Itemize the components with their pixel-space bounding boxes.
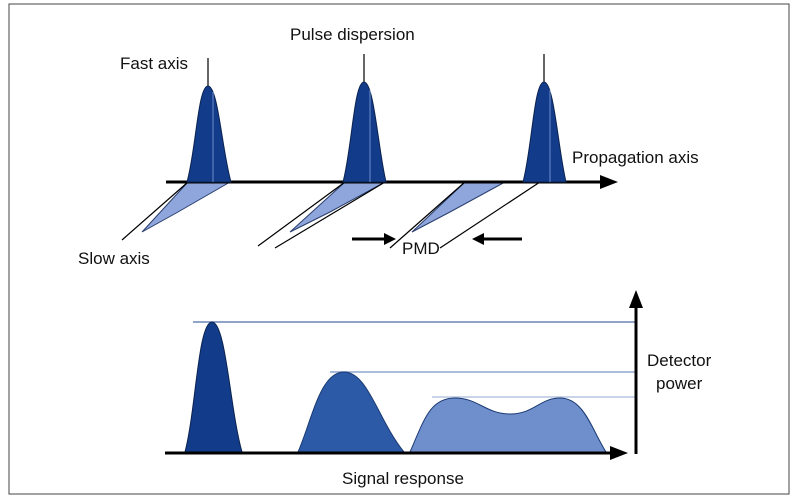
slow-axis-label: Slow axis (78, 249, 150, 268)
pmd-label: PMD (402, 239, 440, 258)
pulse-dispersion-label: Pulse dispersion (290, 25, 415, 44)
pulse-1 (186, 85, 232, 183)
detector-axis-arrowhead (629, 290, 643, 308)
pmd-arrow-left-head (384, 233, 396, 245)
slow-axis-line-2a (257, 181, 346, 247)
detector-power-label-line2: power (656, 374, 703, 393)
diagram-border (8, 3, 790, 495)
slow-axis-line-3a (389, 181, 466, 249)
signal-peak-3 (409, 397, 607, 453)
pmd-arrows (352, 233, 522, 245)
propagation-axis-arrowhead (600, 175, 618, 189)
signal-axis-arrowhead (610, 446, 628, 460)
signal-peak-1 (184, 321, 243, 453)
fast-axis-label: Fast axis (120, 54, 188, 73)
reference-lines (193, 321, 636, 398)
pmd-arrow-right-head (472, 233, 484, 245)
slow-axis-line-3b (439, 181, 541, 249)
fast-axis-pulses (186, 54, 567, 183)
pulse-3 (522, 81, 567, 183)
detector-power-label-line1: Detector (647, 351, 712, 370)
pulse-2 (342, 81, 387, 183)
signal-peak-2 (297, 371, 406, 453)
signal-response-label: Signal response (342, 469, 464, 488)
propagation-axis-label: Propagation axis (572, 148, 699, 167)
slow-axis-line-2b (274, 181, 386, 249)
slow-axis-line-1 (121, 181, 189, 241)
